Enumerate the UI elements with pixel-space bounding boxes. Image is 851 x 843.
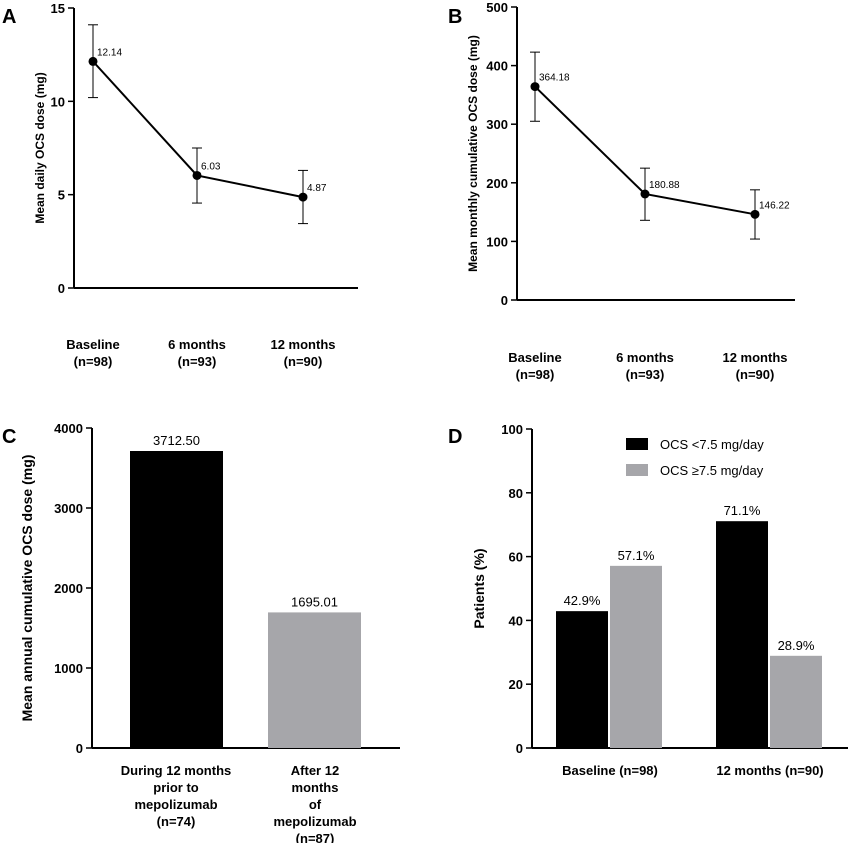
panel-d-bar — [556, 611, 608, 748]
panel-c-y-tick-label: 0 — [76, 741, 83, 756]
panel-c-category-label: After 12 months of mepolizumab (n=87) — [273, 763, 356, 843]
panel-b-data-point — [750, 209, 760, 219]
panel-d-category-label: Baseline (n=98) — [562, 763, 658, 778]
panel-a-data-point — [192, 170, 202, 180]
panel-b-data-point — [530, 82, 540, 92]
panel-c-bar — [130, 451, 223, 748]
panel-a-category-label: 12 months (n=90) — [270, 337, 335, 369]
panel-a-data-point — [88, 56, 98, 66]
panel-b-y-tick-label: 200 — [486, 176, 508, 191]
panel-a-data-label: 4.87 — [307, 183, 327, 194]
panel-d-y-tick-label: 80 — [509, 486, 523, 501]
panel-d-y-tick-label: 40 — [509, 613, 523, 628]
panel-c-category-label: During 12 months prior to mepolizumab (n=74… — [121, 763, 232, 829]
panel-d-bar — [716, 521, 768, 748]
panel-d-bar-label: 28.9% — [778, 638, 815, 653]
panel-d-bar-label: 42.9% — [564, 593, 601, 608]
panel-d-y-tick-label: 100 — [501, 422, 523, 437]
panel-a-y-axis-label: Mean daily OCS dose (mg) — [33, 72, 47, 223]
panel-a-y-tick-label: 0 — [58, 281, 65, 296]
panel-b-y-tick-label: 500 — [486, 0, 508, 15]
panel-b-data-label: 364.18 — [539, 73, 570, 84]
panel-d-y-axis-label: Patients (%) — [471, 548, 487, 628]
panel-c-y-tick-label: 3000 — [54, 501, 83, 516]
panel-c-y-tick-label: 4000 — [54, 421, 83, 436]
panel-a-letter: A — [2, 6, 16, 28]
panel-a-category-label: Baseline (n=98) — [66, 337, 119, 369]
panel-b-data-point — [640, 189, 650, 199]
panel-c-bar-label: 1695.01 — [291, 594, 338, 609]
panel-b-data-label: 180.88 — [649, 180, 680, 191]
panel-b-category-label: 6 months (n=93) — [616, 350, 674, 382]
panel-d-bar — [610, 565, 662, 748]
panel-b-y-tick-label: 400 — [486, 59, 508, 74]
panel-a-y-tick-label: 15 — [51, 1, 65, 16]
panel-a-data-label: 12.14 — [97, 47, 122, 58]
panel-b-y-tick-label: 0 — [501, 293, 508, 308]
panel-c-y-axis-label: Mean annual cumulative OCS dose (mg) — [19, 455, 35, 722]
panel-d-bar — [770, 655, 822, 748]
panel-a-category-label: 6 months (n=93) — [168, 337, 226, 369]
panel-d-legend-swatch — [626, 464, 648, 476]
panel-b-category-label: Baseline (n=98) — [508, 350, 561, 382]
panel-b-y-tick-label: 300 — [486, 117, 508, 132]
panel-b-category-label: 12 months (n=90) — [722, 350, 787, 382]
panel-d-y-tick-label: 20 — [509, 677, 523, 692]
panel-d-bar-label: 57.1% — [618, 548, 655, 563]
panel-c-letter: C — [2, 426, 16, 448]
panel-d-legend-label: OCS ≥7.5 mg/day — [660, 463, 764, 478]
panel-a-data-label: 6.03 — [201, 161, 221, 172]
panel-d-letter: D — [448, 426, 462, 448]
panel-d-category-label: 12 months (n=90) — [716, 763, 823, 778]
panel-a-data-point — [298, 192, 308, 202]
panel-c-bar — [268, 612, 361, 748]
panel-a-y-tick-label: 10 — [51, 94, 65, 109]
panel-c-y-tick-label: 2000 — [54, 581, 83, 596]
panel-b-letter: B — [448, 6, 462, 28]
panel-a-y-tick-label: 5 — [58, 188, 65, 203]
panel-c-bar-label: 3712.50 — [153, 433, 200, 448]
panel-b-y-axis-label: Mean monthly cumulative OCS dose (mg) — [466, 35, 480, 272]
panel-d-y-tick-label: 0 — [516, 741, 523, 756]
panel-d-legend-swatch — [626, 438, 648, 450]
panel-b-y-tick-label: 100 — [486, 234, 508, 249]
panel-d-y-tick-label: 60 — [509, 550, 523, 565]
panel-d-legend-label: OCS <7.5 mg/day — [660, 437, 764, 452]
panel-c-y-tick-label: 1000 — [54, 661, 83, 676]
panel-d-bar-label: 71.1% — [724, 503, 761, 518]
panel-b-data-label: 146.22 — [759, 200, 790, 211]
